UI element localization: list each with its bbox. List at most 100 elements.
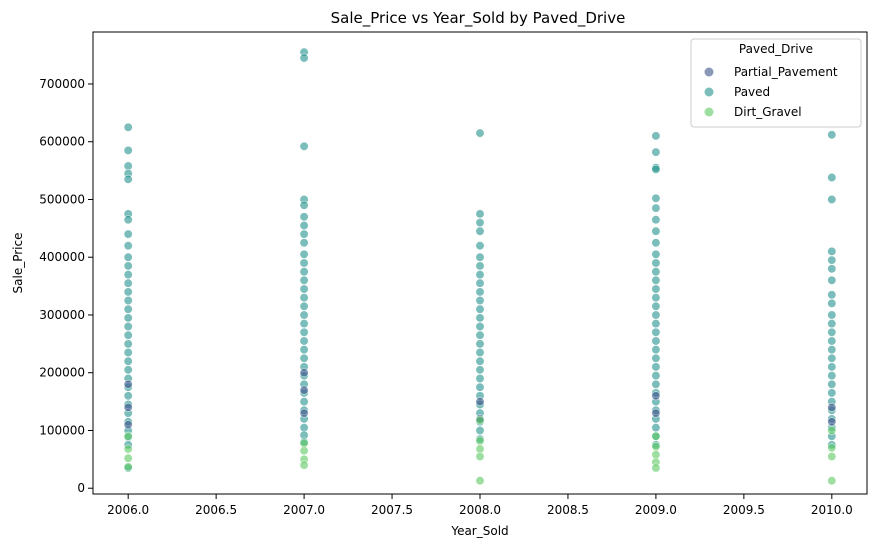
- point-paved: [475, 425, 485, 435]
- x-tick-label: 2008.5: [547, 503, 589, 517]
- point-paved: [827, 130, 837, 140]
- point-dirt-gravel: [123, 462, 133, 472]
- point-paved: [651, 275, 661, 285]
- point-partial-pavement: [651, 408, 661, 418]
- point-paved: [651, 203, 661, 213]
- legend-marker: [704, 87, 714, 97]
- point-paved: [651, 293, 661, 303]
- point-paved: [299, 397, 309, 407]
- point-dirt-gravel: [123, 431, 133, 441]
- point-paved: [827, 345, 837, 355]
- point-paved: [475, 321, 485, 331]
- point-paved: [475, 218, 485, 228]
- point-paved: [299, 293, 309, 303]
- point-paved: [827, 255, 837, 265]
- point-paved: [123, 287, 133, 297]
- y-tick-label: 200000: [39, 366, 85, 380]
- point-paved: [123, 304, 133, 314]
- point-paved: [475, 339, 485, 349]
- point-dirt-gravel: [123, 453, 133, 463]
- point-paved: [299, 258, 309, 268]
- x-axis-label: Year_Sold: [450, 524, 508, 538]
- y-tick-label: 600000: [39, 135, 85, 149]
- point-paved: [475, 226, 485, 236]
- point-paved: [651, 327, 661, 337]
- point-paved: [299, 238, 309, 248]
- point-paved: [123, 174, 133, 184]
- points-layer: [123, 47, 837, 486]
- point-paved: [123, 347, 133, 357]
- point-paved: [123, 122, 133, 132]
- point-paved: [475, 128, 485, 138]
- y-tick-label: 100000: [39, 423, 85, 437]
- point-paved: [651, 284, 661, 294]
- point-paved: [123, 356, 133, 366]
- x-tick-label: 2009.5: [723, 503, 765, 517]
- point-dirt-gravel: [475, 415, 485, 425]
- point-partial-pavement: [299, 408, 309, 418]
- point-dirt-gravel: [827, 443, 837, 453]
- point-paved: [475, 209, 485, 219]
- point-partial-pavement: [475, 397, 485, 407]
- legend-entries: Partial_Pavement Paved Dirt_Gravel: [704, 65, 838, 119]
- point-paved: [123, 161, 133, 171]
- point-paved: [827, 310, 837, 320]
- y-tick-label: 400000: [39, 250, 85, 264]
- x-tick-label: 2007.5: [371, 503, 413, 517]
- x-tick-label: 2007.0: [283, 503, 325, 517]
- point-paved: [651, 319, 661, 329]
- point-paved: [299, 336, 309, 346]
- point-paved: [827, 290, 837, 300]
- point-paved: [123, 321, 133, 331]
- point-dirt-gravel: [475, 436, 485, 446]
- point-paved: [475, 313, 485, 323]
- point-paved: [475, 278, 485, 288]
- point-paved: [651, 238, 661, 248]
- point-paved: [827, 298, 837, 308]
- point-paved: [475, 304, 485, 314]
- point-partial-pavement: [299, 385, 309, 395]
- chart-title: Sale_Price vs Year_Sold by Paved_Drive: [331, 9, 626, 28]
- point-dirt-gravel: [123, 444, 133, 454]
- point-paved: [475, 270, 485, 280]
- y-axis-label: Sale_Price: [11, 233, 25, 294]
- point-dirt-gravel: [827, 476, 837, 486]
- point-paved: [299, 212, 309, 222]
- point-partial-pavement: [123, 420, 133, 430]
- point-dirt-gravel: [475, 451, 485, 461]
- point-paved: [827, 379, 837, 389]
- point-dirt-gravel: [827, 425, 837, 435]
- point-paved: [827, 246, 837, 256]
- point-paved: [651, 379, 661, 389]
- point-paved: [651, 164, 661, 174]
- point-paved: [475, 241, 485, 251]
- point-paved: [827, 388, 837, 398]
- legend-label: Dirt_Gravel: [734, 105, 802, 119]
- point-paved: [475, 347, 485, 357]
- point-paved: [651, 258, 661, 268]
- point-paved: [299, 267, 309, 277]
- point-dirt-gravel: [475, 444, 485, 454]
- point-paved: [651, 353, 661, 363]
- point-paved: [475, 261, 485, 271]
- point-paved: [299, 229, 309, 239]
- point-paved: [827, 327, 837, 337]
- point-paved: [651, 215, 661, 225]
- point-paved: [299, 345, 309, 355]
- point-paved: [299, 221, 309, 231]
- legend-label: Partial_Pavement: [734, 65, 838, 79]
- point-paved: [299, 275, 309, 285]
- point-partial-pavement: [299, 368, 309, 378]
- point-paved: [827, 195, 837, 205]
- point-paved: [651, 336, 661, 346]
- point-paved: [123, 145, 133, 155]
- point-partial-pavement: [827, 402, 837, 412]
- point-paved: [651, 193, 661, 203]
- point-paved: [475, 295, 485, 305]
- point-paved: [651, 267, 661, 277]
- x-tick-label: 2009.0: [635, 503, 677, 517]
- point-paved: [827, 264, 837, 274]
- point-paved: [123, 229, 133, 239]
- y-axis-ticks: 0 100000 200000 300000 400000 500000 600000 700…: [39, 77, 93, 495]
